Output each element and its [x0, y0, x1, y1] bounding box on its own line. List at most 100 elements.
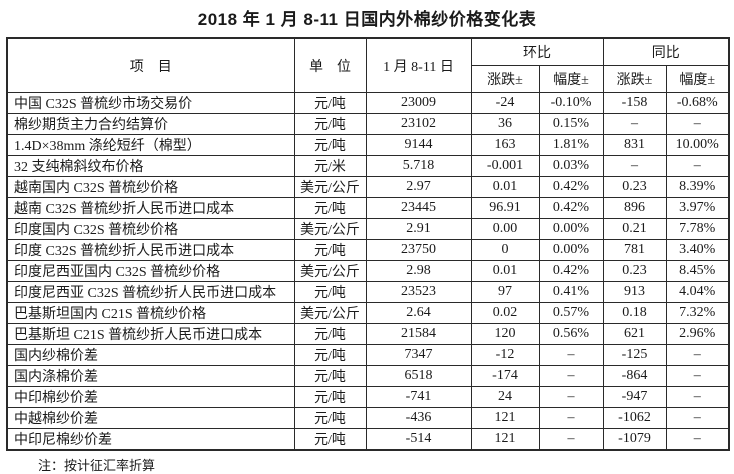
yoy-change-cell: 0.21 — [602, 218, 667, 240]
unit-cell: 元/吨 — [293, 92, 367, 114]
mom-change-cell: 24 — [470, 386, 540, 408]
table-row: 1.4D×38mm 涤纶短纤（棉型） 元/吨 9144 163 1.81% 831 10.0… — [6, 134, 730, 156]
unit-cell: 元/吨 — [293, 428, 367, 451]
mom-range-cell: 0.00% — [538, 218, 604, 240]
yoy-change-cell: -1079 — [602, 428, 667, 451]
mom-change-cell: -24 — [470, 92, 540, 114]
mom-range-cell: 0.03% — [538, 155, 604, 177]
yoy-range-cell: – — [665, 365, 730, 387]
mom-change-cell: 121 — [470, 407, 540, 429]
yoy-change-cell: -125 — [602, 344, 667, 366]
table-row: 越南国内 C32S 普梳纱价格 美元/公斤 2.97 0.01 0.42% 0.23 8.3… — [6, 176, 730, 198]
mom-range-cell: – — [538, 344, 604, 366]
item-cell: 印度尼西亚 C32S 普梳纱折人民币进口成本 — [6, 281, 295, 303]
mom-change-cell: 0.00 — [470, 218, 540, 240]
yoy-range-cell: -0.68% — [665, 92, 730, 114]
yoy-range-cell: 4.04% — [665, 281, 730, 303]
mom-range-cell: – — [538, 386, 604, 408]
item-cell: 印度国内 C32S 普梳纱价格 — [6, 218, 295, 240]
mom-change-cell: 0 — [470, 239, 540, 261]
col-header-yoy: 同比 — [602, 37, 730, 66]
table-row: 棉纱期货主力合约结算价 元/吨 23102 36 0.15% – – — [6, 113, 730, 135]
mom-range-cell: 0.42% — [538, 197, 604, 219]
item-cell: 中越棉纱价差 — [6, 407, 295, 429]
item-cell: 中印尼棉纱价差 — [6, 428, 295, 451]
unit-cell: 美元/公斤 — [293, 218, 367, 240]
period-value-cell: 2.97 — [365, 176, 472, 198]
period-value-cell: 5.718 — [365, 155, 472, 177]
yoy-change-cell: 913 — [602, 281, 667, 303]
yoy-change-cell: -947 — [602, 386, 667, 408]
mom-range-cell: – — [538, 407, 604, 429]
table-row: 越南 C32S 普梳纱折人民币进口成本 元/吨 23445 96.91 0.42% 896… — [6, 197, 730, 219]
mom-change-cell: 0.01 — [470, 260, 540, 282]
yoy-change-cell: – — [602, 113, 667, 135]
item-cell: 越南国内 C32S 普梳纱价格 — [6, 176, 295, 198]
period-value-cell: 23445 — [365, 197, 472, 219]
mom-change-cell: 0.02 — [470, 302, 540, 324]
table-row: 印度尼西亚 C32S 普梳纱折人民币进口成本 元/吨 23523 97 0.41% 913… — [6, 281, 730, 303]
yoy-range-cell: 8.45% — [665, 260, 730, 282]
yoy-range-cell: 2.96% — [665, 323, 730, 345]
table-row: 中印棉纱价差 元/吨 -741 24– -947– — [6, 386, 730, 408]
item-cell: 中国 C32S 普梳纱市场交易价 — [6, 92, 295, 114]
period-value-cell: -436 — [365, 407, 472, 429]
col-header-yoy-range: 幅度± — [665, 65, 730, 93]
unit-cell: 元/吨 — [293, 344, 367, 366]
yoy-change-cell: 781 — [602, 239, 667, 261]
yoy-change-cell: 831 — [602, 134, 667, 156]
mom-range-cell: -0.10% — [538, 92, 604, 114]
period-value-cell: 2.91 — [365, 218, 472, 240]
period-value-cell: 21584 — [365, 323, 472, 345]
table-row: 32 支纯棉斜纹布价格 元/米 5.718 -0.001 0.03% – – — [6, 155, 730, 177]
table-body: 中国 C32S 普梳纱市场交易价 元/吨 23009 -24 -0.10% -158 -0.… — [6, 92, 730, 451]
yoy-change-cell: 0.23 — [602, 176, 667, 198]
unit-cell: 元/吨 — [293, 197, 367, 219]
item-cell: 中印棉纱价差 — [6, 386, 295, 408]
mom-range-cell: 1.81% — [538, 134, 604, 156]
period-value-cell: 9144 — [365, 134, 472, 156]
unit-cell: 美元/公斤 — [293, 176, 367, 198]
price-change-table: 项 目 单 位 1 月 8-11 日 环比 同比 涨跌± 幅度± 涨跌± 幅度±… — [6, 37, 730, 451]
mom-range-cell: 0.42% — [538, 260, 604, 282]
yoy-change-cell: 896 — [602, 197, 667, 219]
yoy-range-cell: – — [665, 113, 730, 135]
item-cell: 棉纱期货主力合约结算价 — [6, 113, 295, 135]
period-value-cell: 23750 — [365, 239, 472, 261]
mom-change-cell: -0.001 — [470, 155, 540, 177]
item-cell: 巴基斯坦 C21S 普梳纱折人民币进口成本 — [6, 323, 295, 345]
yoy-range-cell: – — [665, 155, 730, 177]
footnote: 注：按计征汇率折算 — [38, 458, 156, 473]
item-cell: 国内纱棉价差 — [6, 344, 295, 366]
period-value-cell: 23523 — [365, 281, 472, 303]
yoy-change-cell: -1062 — [602, 407, 667, 429]
col-header-unit: 单 位 — [293, 37, 367, 93]
unit-cell: 元/吨 — [293, 386, 367, 408]
col-header-yoy-change: 涨跌± — [602, 65, 667, 93]
period-value-cell: -741 — [365, 386, 472, 408]
yoy-range-cell: – — [665, 386, 730, 408]
yoy-change-cell: – — [602, 155, 667, 177]
mom-range-cell: 0.56% — [538, 323, 604, 345]
mom-change-cell: -12 — [470, 344, 540, 366]
mom-change-cell: 121 — [470, 428, 540, 451]
page-title: 2018 年 1 月 8-11 日国内外棉纱价格变化表 — [197, 10, 537, 29]
item-cell: 国内涤棉价差 — [6, 365, 295, 387]
mom-range-cell: – — [538, 365, 604, 387]
table-row: 巴基斯坦国内 C21S 普梳纱价格 美元/公斤 2.64 0.02 0.57% 0.18 7… — [6, 302, 730, 324]
yoy-change-cell: 621 — [602, 323, 667, 345]
mom-range-cell: 0.15% — [538, 113, 604, 135]
unit-cell: 元/吨 — [293, 113, 367, 135]
mom-change-cell: 97 — [470, 281, 540, 303]
table-row: 中越棉纱价差 元/吨 -436 121– -1062– — [6, 407, 730, 429]
table-row: 印度尼西亚国内 C32S 普梳纱价格 美元/公斤 2.98 0.01 0.42% 0.23… — [6, 260, 730, 282]
mom-change-cell: 120 — [470, 323, 540, 345]
period-value-cell: 2.98 — [365, 260, 472, 282]
yoy-change-cell: 0.18 — [602, 302, 667, 324]
mom-change-cell: 0.01 — [470, 176, 540, 198]
col-header-period: 1 月 8-11 日 — [365, 37, 472, 93]
period-value-cell: -514 — [365, 428, 472, 451]
unit-cell: 元/米 — [293, 155, 367, 177]
period-value-cell: 7347 — [365, 344, 472, 366]
table-row: 国内涤棉价差 元/吨 6518 -174– -864– — [6, 365, 730, 387]
